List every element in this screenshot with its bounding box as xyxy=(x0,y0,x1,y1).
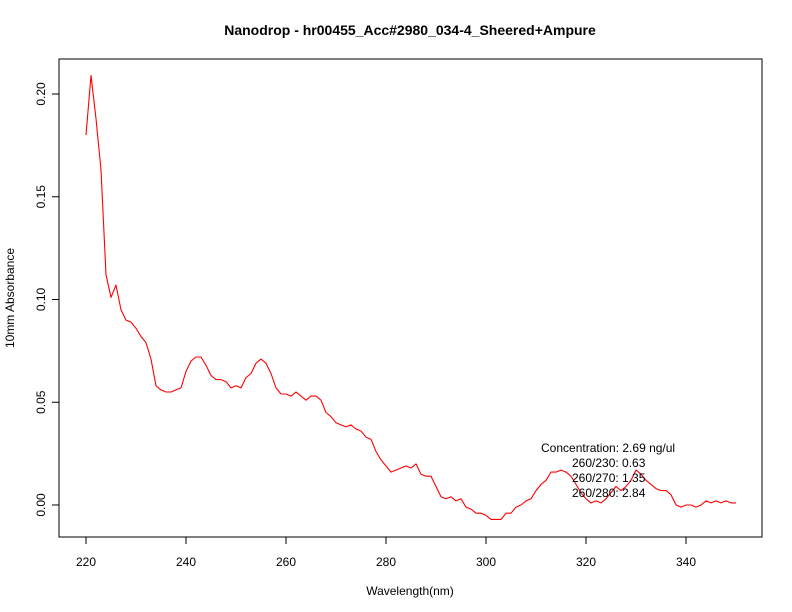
plot-frame xyxy=(58,58,763,538)
y-tick-label: 0.10 xyxy=(34,287,48,311)
x-tick-label: 320 xyxy=(576,555,596,569)
y-tick-label: 0.15 xyxy=(34,185,48,209)
x-axis: 220 240 260 280 300 320 340 xyxy=(76,536,696,569)
y-tick-label: 0.00 xyxy=(34,493,48,517)
y-axis: 0.00 0.05 0.10 0.15 0.20 xyxy=(34,82,60,517)
annotation-line: 260/230: 0.63 xyxy=(572,456,646,470)
y-tick-label: 0.05 xyxy=(34,390,48,414)
annotation-line: 260/280: 2.84 xyxy=(572,486,646,500)
x-tick-label: 280 xyxy=(376,555,396,569)
x-tick-label: 240 xyxy=(176,555,196,569)
x-tick-label: 260 xyxy=(276,555,296,569)
series-layer xyxy=(85,74,736,520)
x-tick-label: 340 xyxy=(676,555,696,569)
x-axis-label: Wavelength(nm) xyxy=(366,584,454,598)
x-tick-label: 300 xyxy=(476,555,496,569)
x-tick-label: 220 xyxy=(76,555,96,569)
chart-title: Nanodrop - hr00455_Acc#2980_034-4_Sheere… xyxy=(224,22,596,38)
y-axis-label: 10mm Absorbance xyxy=(3,248,17,348)
annotation-line: Concentration: 2.69 ng/ul xyxy=(541,441,675,455)
annotation-line: 260/270: 1.35 xyxy=(572,471,646,485)
y-tick-label: 0.20 xyxy=(34,82,48,106)
absorbance-series-line xyxy=(85,74,736,520)
